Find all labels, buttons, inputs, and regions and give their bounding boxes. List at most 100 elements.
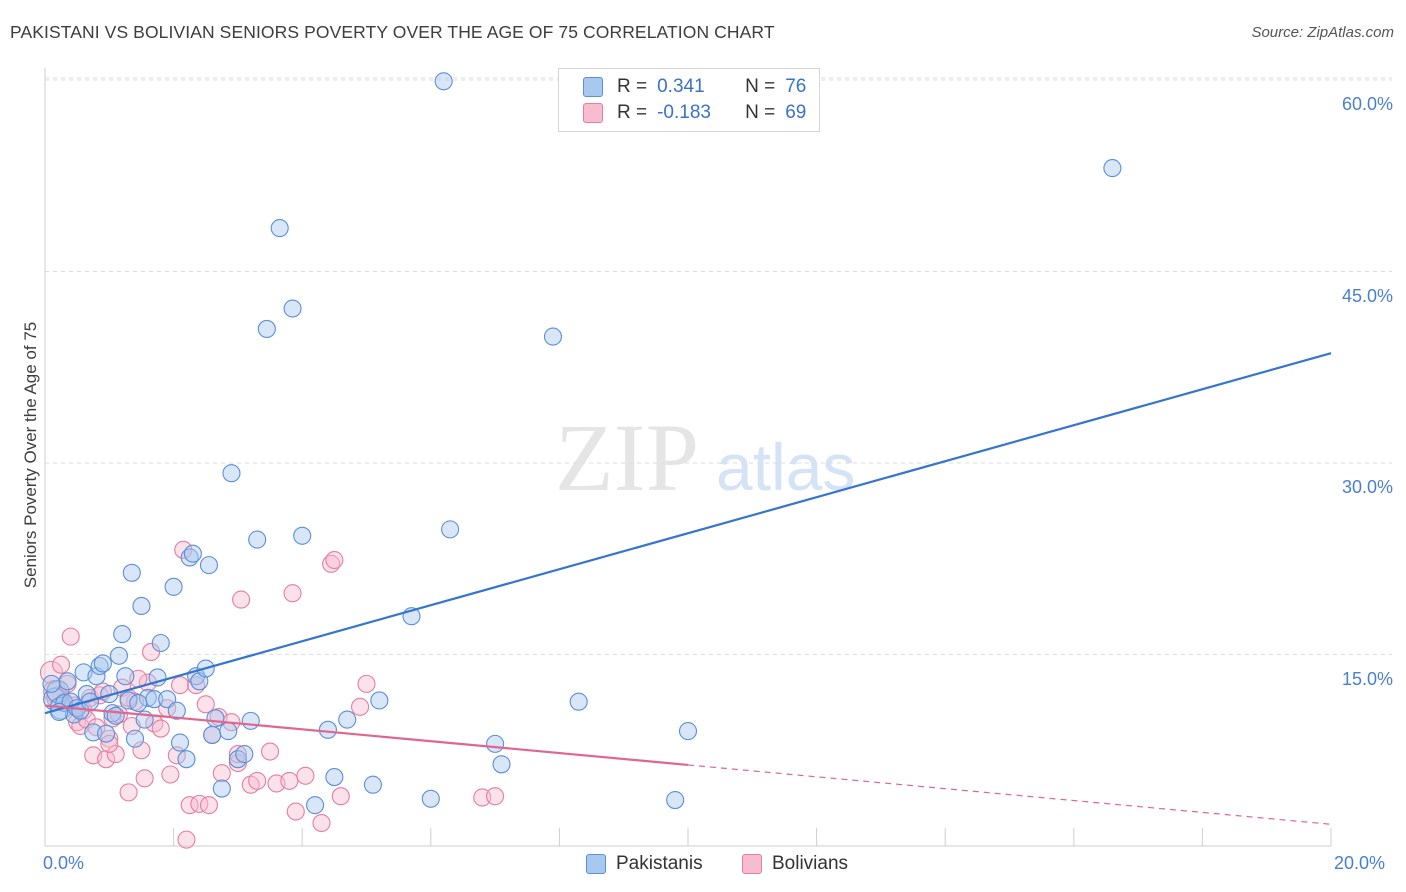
pakistanis-point	[148, 668, 167, 687]
bolivians-point	[106, 745, 125, 764]
bolivians-point	[331, 787, 350, 806]
legend-label-bolivians: Bolivians	[772, 853, 849, 874]
pakistanis-point	[293, 526, 312, 545]
y-tick-label: 30.0%	[1341, 477, 1393, 497]
pakistanis-point	[678, 722, 698, 741]
bolivians-point	[212, 764, 231, 783]
pakistanis-point	[106, 706, 125, 725]
n-value-pakistanis: 76	[785, 76, 807, 97]
pakistanis-point	[248, 530, 267, 549]
pakistanis-point	[318, 720, 337, 739]
r-label: R =	[617, 76, 648, 97]
pakistanis-point	[235, 745, 254, 764]
pakistanis-point	[325, 768, 344, 787]
pakistanis-point	[42, 674, 61, 693]
pakistanis-swatch	[583, 77, 603, 97]
bolivians-point	[286, 802, 305, 821]
legend-label-pakistanis: Pakistanis	[616, 853, 703, 874]
bolivians-point	[151, 719, 170, 738]
bolivians-point	[199, 796, 219, 815]
bolivians-point	[325, 550, 344, 570]
watermark-zip: ZIP	[555, 404, 699, 511]
bolivians-point	[190, 794, 209, 813]
x-tick-label-min: 0.0%	[43, 853, 85, 873]
bolivians-point	[486, 787, 505, 806]
x-tick-label-max: 20.0%	[1334, 853, 1386, 873]
bolivians-point	[296, 766, 315, 785]
bolivians-point	[260, 742, 280, 761]
legend-item-bolivians[interactable]: Bolivians	[742, 851, 848, 877]
bolivians-point	[180, 796, 199, 815]
y-tick-label: 45.0%	[1341, 285, 1393, 306]
pakistanis-point	[257, 319, 276, 339]
bolivians-point	[232, 590, 251, 609]
pakistanis-point	[212, 779, 231, 798]
n-value-bolivians: 69	[785, 102, 807, 123]
watermark-atlas: atlas	[716, 430, 855, 504]
bolivians-point	[100, 734, 119, 753]
pakistanis-legend-swatch	[586, 854, 606, 874]
pakistanis-point	[167, 701, 186, 720]
pakistanis-point	[132, 596, 151, 616]
pakistanis-point	[206, 709, 225, 728]
pakistanis-point	[283, 299, 302, 318]
pakistanis-point	[543, 327, 563, 346]
pakistanis-point	[1103, 159, 1122, 178]
bolivians-point	[177, 830, 196, 849]
r-label: R =	[617, 102, 648, 123]
pakistanis-point	[125, 729, 145, 748]
pakistanis-point	[199, 556, 219, 575]
pakistanis-point	[122, 563, 141, 582]
pakistanis-point	[222, 464, 241, 483]
pakistanis-trend-line	[44, 352, 1332, 715]
pakistanis-point	[129, 693, 148, 713]
pakistanis-point	[363, 775, 382, 794]
stats-legend: R = 0.341 N = 76 R = -0.183 N = 69	[558, 68, 820, 132]
r-value-pakistanis: 0.341	[657, 76, 705, 97]
bolivians-legend-swatch	[742, 854, 762, 874]
legend-item-pakistanis[interactable]: Pakistanis	[586, 851, 703, 877]
bolivians-point	[100, 729, 119, 748]
pakistanis-point	[170, 733, 190, 752]
legend-row-pakistanis: R = 0.341 N = 76	[583, 74, 806, 100]
pakistanis-point	[97, 724, 116, 743]
bolivians-point	[473, 788, 492, 807]
pakistanis-point	[90, 656, 109, 676]
pakistanis-point	[151, 633, 170, 653]
pakistanis-point	[183, 544, 202, 563]
bolivians-point	[170, 676, 190, 695]
pakistanis-point	[441, 520, 460, 539]
pakistanis-point	[421, 789, 440, 808]
r-value-bolivians: -0.183	[657, 102, 711, 123]
bolivians-point	[283, 584, 302, 603]
pakistanis-point	[270, 219, 289, 238]
bolivians-point	[161, 765, 180, 784]
chart-title: PAKISTANI VS BOLIVIAN SENIORS POVERTY OV…	[10, 22, 775, 42]
bolivians-point	[61, 627, 80, 646]
bolivians-point	[312, 813, 331, 833]
bolivians-point	[248, 771, 267, 790]
pakistanis-point	[100, 685, 119, 704]
bolivians-trend-line	[44, 704, 689, 767]
pakistanis-point	[84, 723, 103, 742]
y-tick-label: 15.0%	[1341, 668, 1393, 689]
bolivians-point	[119, 783, 138, 802]
pakistanis-point	[434, 72, 453, 91]
pakistanis-point	[306, 796, 325, 815]
pakistanis-point	[569, 692, 588, 711]
bolivians-point	[132, 741, 151, 760]
pakistanis-point	[116, 667, 135, 686]
bolivians-swatch	[583, 103, 603, 123]
bolivians-point	[87, 718, 106, 737]
pakistanis-point	[666, 790, 685, 810]
pakistanis-point	[164, 577, 183, 596]
bolivians-point	[97, 750, 116, 769]
n-label: N =	[745, 102, 776, 123]
pakistanis-point	[219, 722, 238, 741]
pakistanis-point	[203, 725, 222, 744]
pakistanis-point	[177, 750, 196, 769]
pakistanis-point	[138, 688, 157, 707]
bolivians-trend-line-extension	[687, 764, 1332, 825]
bolivians-point	[351, 697, 370, 716]
